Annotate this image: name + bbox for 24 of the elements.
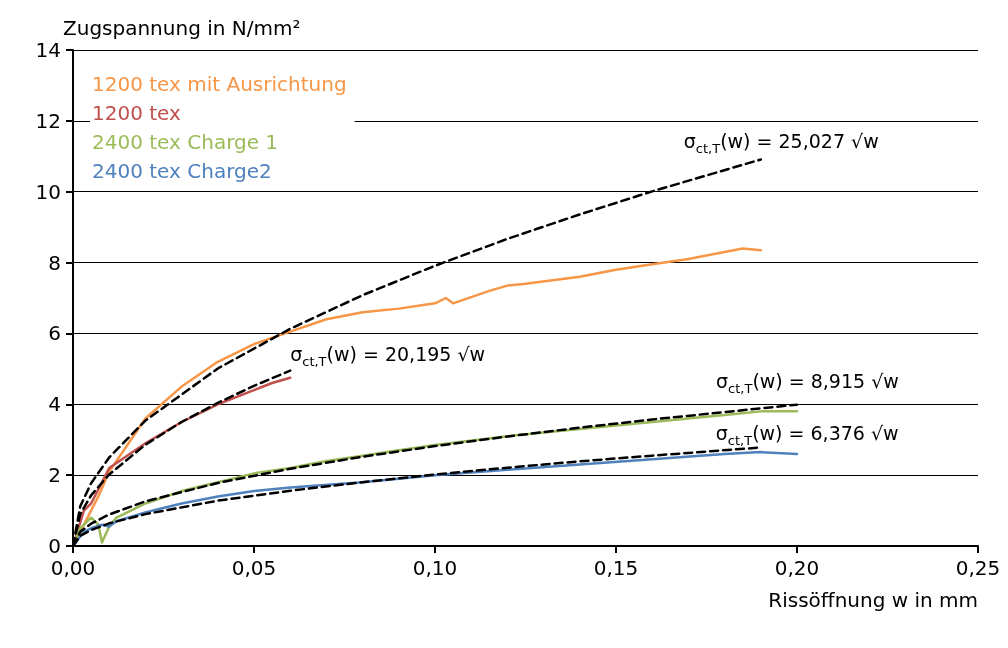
annotation: σ$_{ct,T}$(w) = 8,915 √w [716, 369, 899, 396]
x-tick-label: 0,10 [412, 556, 458, 580]
y-tick-label: 6 [48, 321, 61, 346]
x-tick-label: 0,05 [231, 556, 277, 580]
y-tick-label: 14 [35, 38, 61, 62]
y-tick-label: 0 [48, 534, 61, 558]
x-axis-title: Rissöffnung w in mm [768, 588, 978, 612]
x-tick-label: 0,20 [774, 556, 820, 580]
y-tick-label: 12 [35, 108, 61, 133]
annotation: σ$_{ct,T}$(w) = 6,376 √w [715, 421, 899, 448]
y-tick-label: 8 [48, 250, 61, 275]
annotation: σ$_{ct,T}$(w) = 25,027 √w [683, 130, 879, 157]
text: 2400 tex Charge 1 [92, 130, 279, 154]
text: 2400 tex Charge2 [92, 159, 272, 183]
x-tick-label: 0,00 [50, 556, 96, 580]
y-tick-label: 2 [48, 463, 61, 488]
x-tick-label: 0,15 [593, 556, 639, 580]
y-tick-label: 10 [35, 179, 61, 204]
annotation: σ$_{ct,T}$(w) = 20,195 √w [290, 342, 486, 369]
y-axis-title: Zugspannung in N/mm² [63, 16, 301, 40]
x-tick-label: 0,25 [955, 556, 1001, 580]
y-tick-label: 4 [48, 392, 61, 417]
text: 1200 tex [92, 101, 182, 125]
text: 1200 tex mit Ausrichtung [92, 72, 347, 96]
